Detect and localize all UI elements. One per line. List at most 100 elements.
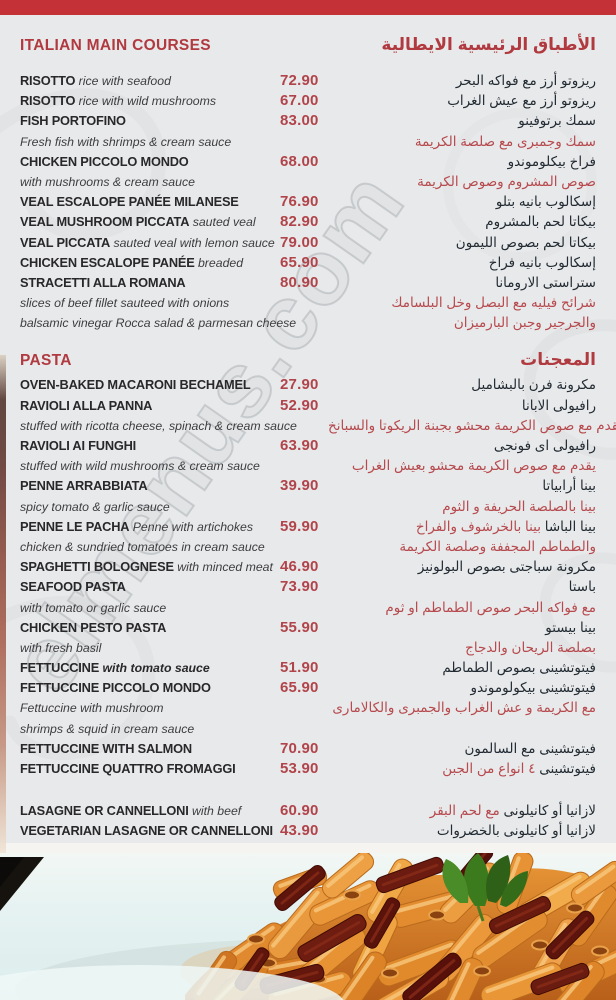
item-text-ar: بصلصة الريحان والدجاج bbox=[328, 640, 596, 656]
menu-desc-row: chicken & sundried tomatoes in cream sau… bbox=[20, 538, 596, 558]
item-text-ar: مع الكريمة و عش الغراب والجمبرى والكالام… bbox=[328, 700, 596, 716]
item-text-en: FETTUCCINE QUATTRO FROMAGGI bbox=[20, 760, 280, 778]
item-subtext-en: Fettuccine with mushroom bbox=[20, 701, 164, 716]
menu-item-row: RISOTTO rice with wild mushrooms 67.00 ريز… bbox=[20, 92, 596, 112]
item-text-ar: باستا bbox=[328, 579, 596, 595]
item-text-en: with mushrooms & cream sauce bbox=[20, 173, 280, 191]
item-text-ar: إسكالوب بانيه بتلو bbox=[328, 194, 596, 210]
item-subtext-en: sauted veal with lemon sauce bbox=[110, 235, 275, 250]
item-text-ar: بينا بيستو bbox=[328, 620, 596, 636]
item-name-ar: باستا bbox=[568, 579, 596, 595]
item-name-en: SPAGHETTI BOLOGNESE bbox=[20, 559, 174, 575]
item-text-en: PENNE ARRABBIATA bbox=[20, 477, 280, 495]
menu-item-row: FETTUCCINE WITH SALMON 70.90 فيتوتشينى مع … bbox=[20, 740, 596, 760]
item-price: 65.90 bbox=[280, 679, 319, 697]
item-name-ar: مكرونة فرن بالبشاميل bbox=[471, 377, 596, 393]
item-text-en: RISOTTO rice with seafood bbox=[20, 72, 280, 90]
item-name-en: CHICKEN ESCALOPE PANÉE bbox=[20, 254, 195, 270]
item-text-en: VEGETARIAN LASAGNE OR CANNELLONI bbox=[20, 822, 280, 840]
item-price: 55.90 bbox=[280, 618, 319, 636]
menu-rows: RISOTTO rice with seafood 72.90 ريزوتو أرز… bbox=[20, 72, 596, 334]
item-name-ar: فيتوتشينى مع السالمون bbox=[464, 740, 596, 756]
menu-item-row: SPAGHETTI BOLOGNESE with minced meat 46.9… bbox=[20, 558, 596, 578]
item-text-en: with fresh basil bbox=[20, 639, 280, 657]
item-text-en: FETTUCCINE WITH SALMON bbox=[20, 740, 280, 758]
item-price: 51.90 bbox=[280, 659, 319, 677]
menu-item-row: CHICKEN PICCOLO MONDO 68.00 فراخ بيكلوموند… bbox=[20, 153, 596, 173]
item-price: 80.90 bbox=[280, 273, 319, 291]
left-photo-edge bbox=[0, 355, 6, 853]
item-name-ar: بينا بيستو bbox=[545, 619, 596, 635]
item-text-en: chicken & sundried tomatoes in cream sau… bbox=[20, 538, 280, 556]
menu-item-row: VEGETARIAN LASAGNE OR CANNELLONI 43.90 لاز… bbox=[20, 822, 596, 842]
item-name-en: RISOTTO bbox=[20, 93, 76, 109]
section-title-en: PASTA bbox=[20, 352, 72, 370]
section-italian-main-courses: ITALIAN MAIN COURSES الأطباق الرئيسية ال… bbox=[0, 35, 616, 334]
item-name-ar: إسكالوب بانيه بتلو bbox=[495, 194, 596, 210]
item-text-ar: فيتوتشينى ٤ انواع من الجبن bbox=[328, 761, 596, 777]
item-subtext-en: rice with seafood bbox=[75, 74, 171, 88]
parsley-garnish bbox=[442, 853, 528, 922]
item-price: 46.90 bbox=[280, 558, 319, 576]
item-name-en: PENNE LE PACHA bbox=[20, 518, 130, 534]
menu-item-row: CHICKEN PESTO PASTA 55.90 بينا بيستو bbox=[20, 619, 596, 639]
item-subtext-en: sauted veal bbox=[189, 215, 256, 230]
item-text-ar: فيتوتشينى بصوص الطماطم bbox=[328, 660, 596, 676]
menu-desc-row: spicy tomato & garlic sauce بينا بالصلصة … bbox=[20, 498, 596, 518]
item-name-en: STRACETTI ALLA ROMANA bbox=[20, 274, 186, 290]
item-name-en: LASAGNE OR CANNELLONI bbox=[20, 803, 189, 819]
item-desc-ar: يقدم مع صوص الكريمة محشو بعيش الغراب bbox=[351, 458, 596, 474]
item-desc-ar: سمك وجمبرى مع صلصة الكريمة bbox=[414, 133, 596, 149]
item-text-ar: صوص المشروم وصوص الكريمة bbox=[328, 174, 596, 190]
item-text-en: VEAL ESCALOPE PANÉE MILANESE bbox=[20, 193, 280, 211]
item-text-en: RISOTTO rice with wild mushrooms bbox=[20, 92, 280, 110]
item-desc-ar: بينا بالصلصة الحريفة و الثوم bbox=[442, 498, 596, 514]
item-name-ar: سمك برتوفينو bbox=[518, 113, 596, 129]
item-desc-ar: مع الكريمة و عش الغراب والجمبرى والكالام… bbox=[332, 700, 596, 716]
item-name-en: RAVIOLI AI FUNGHI bbox=[20, 438, 137, 453]
item-price: 82.90 bbox=[280, 213, 319, 231]
item-subtext-en: Penne with artichokes bbox=[129, 519, 254, 534]
menu-item-row: RAVIOLI AI FUNGHI 63.90 رافيولى اى فونجى bbox=[20, 437, 596, 457]
item-name-en: VEAL PICCATA bbox=[20, 234, 111, 250]
item-text-ar: فيتوتشينى مع السالمون bbox=[328, 741, 596, 757]
item-text-en: balsamic vinegar Rocca salad & parmesan … bbox=[20, 314, 296, 332]
menu-item-row: VEAL MUSHROOM PICCATA sauted veal 82.90 بي… bbox=[20, 213, 596, 233]
item-text-en: OVEN-BAKED MACARONI BECHAMEL bbox=[20, 376, 280, 394]
item-desc-ar: بينا بالخرشوف والفراخ bbox=[415, 518, 545, 534]
item-name-ar: لازانيا أو كانيلونى بالخضروات bbox=[436, 823, 596, 839]
item-text-ar: بيكاتا لحم بالمشروم bbox=[328, 214, 596, 230]
item-subtext-en: balsamic vinegar Rocca salad & parmesan … bbox=[20, 316, 297, 331]
item-text-en: RAVIOLI ALLA PANNA bbox=[20, 397, 280, 415]
item-text-en: FETTUCCINE PICCOLO MONDO bbox=[20, 679, 280, 697]
section-header: PASTA المعجنات bbox=[20, 350, 596, 372]
item-name-ar: رافيولى الابانا bbox=[521, 397, 596, 413]
section-title-en: ITALIAN MAIN COURSES bbox=[20, 37, 211, 54]
item-text-en: VEAL MUSHROOM PICCATA sauted veal bbox=[20, 213, 280, 231]
item-text-en: STRACETTI ALLA ROMANA bbox=[20, 274, 280, 292]
row-gap bbox=[20, 780, 596, 802]
menu-rows: OVEN-BAKED MACARONI BECHAMEL 27.90 مكرونة … bbox=[20, 376, 616, 842]
item-text-ar: سمك وجمبرى مع صلصة الكريمة bbox=[328, 134, 596, 150]
item-price: 65.90 bbox=[280, 253, 319, 271]
item-name-en: VEGETARIAN LASAGNE OR CANNELLONI bbox=[20, 823, 273, 839]
menu-item-row: OVEN-BAKED MACARONI BECHAMEL 27.90 مكرونة … bbox=[20, 376, 596, 396]
menu-desc-row: Fresh fish with shrimps & cream sauce سمك… bbox=[20, 133, 596, 153]
menu-item-row: STRACETTI ALLA ROMANA 80.90 ستراستى الاروم… bbox=[20, 274, 596, 294]
item-name-ar: فيتوتشينى بصوص الطماطم bbox=[442, 660, 596, 676]
item-subtext-en: with tomato or garlic sauce bbox=[20, 600, 167, 615]
item-price: 83.00 bbox=[280, 112, 319, 130]
item-name-ar: فيتوتشينى بيكولوموندو bbox=[470, 680, 596, 696]
item-text-en: CHICKEN PESTO PASTA bbox=[20, 619, 280, 637]
item-price: 73.90 bbox=[280, 578, 319, 596]
menu-item-row: RAVIOLI ALLA PANNA 52.90 رافيولى الابانا bbox=[20, 397, 596, 417]
item-name-en: PENNE ARRABBIATA bbox=[20, 478, 148, 494]
menu-item-row: SEAFOOD PASTA 73.90 باستا bbox=[20, 578, 596, 598]
item-text-ar: فيتوتشينى بيكولوموندو bbox=[328, 680, 596, 696]
item-price: 27.90 bbox=[280, 376, 319, 394]
menu-desc-row: with fresh basil بصلصة الريحان والدجاج bbox=[20, 639, 596, 659]
item-text-ar: والجرجير وجبن البارميزان bbox=[328, 315, 596, 331]
item-text-ar: رافيولى اى فونجى bbox=[328, 438, 596, 454]
item-name-ar: إسكالوب بانيه فراخ bbox=[488, 254, 596, 270]
